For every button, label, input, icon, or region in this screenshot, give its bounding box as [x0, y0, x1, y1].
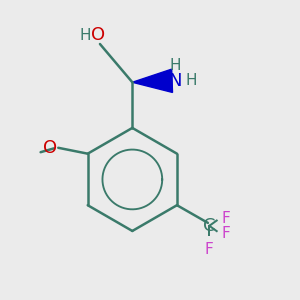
Text: O: O	[92, 26, 106, 44]
Text: F: F	[221, 226, 230, 241]
Text: N: N	[168, 72, 182, 90]
Text: H: H	[169, 58, 181, 74]
Text: F: F	[205, 242, 214, 257]
Text: F: F	[221, 211, 230, 226]
Text: C: C	[203, 217, 216, 235]
Polygon shape	[132, 69, 172, 92]
Text: H: H	[185, 73, 197, 88]
Text: O: O	[43, 139, 57, 157]
Text: H: H	[80, 28, 91, 43]
